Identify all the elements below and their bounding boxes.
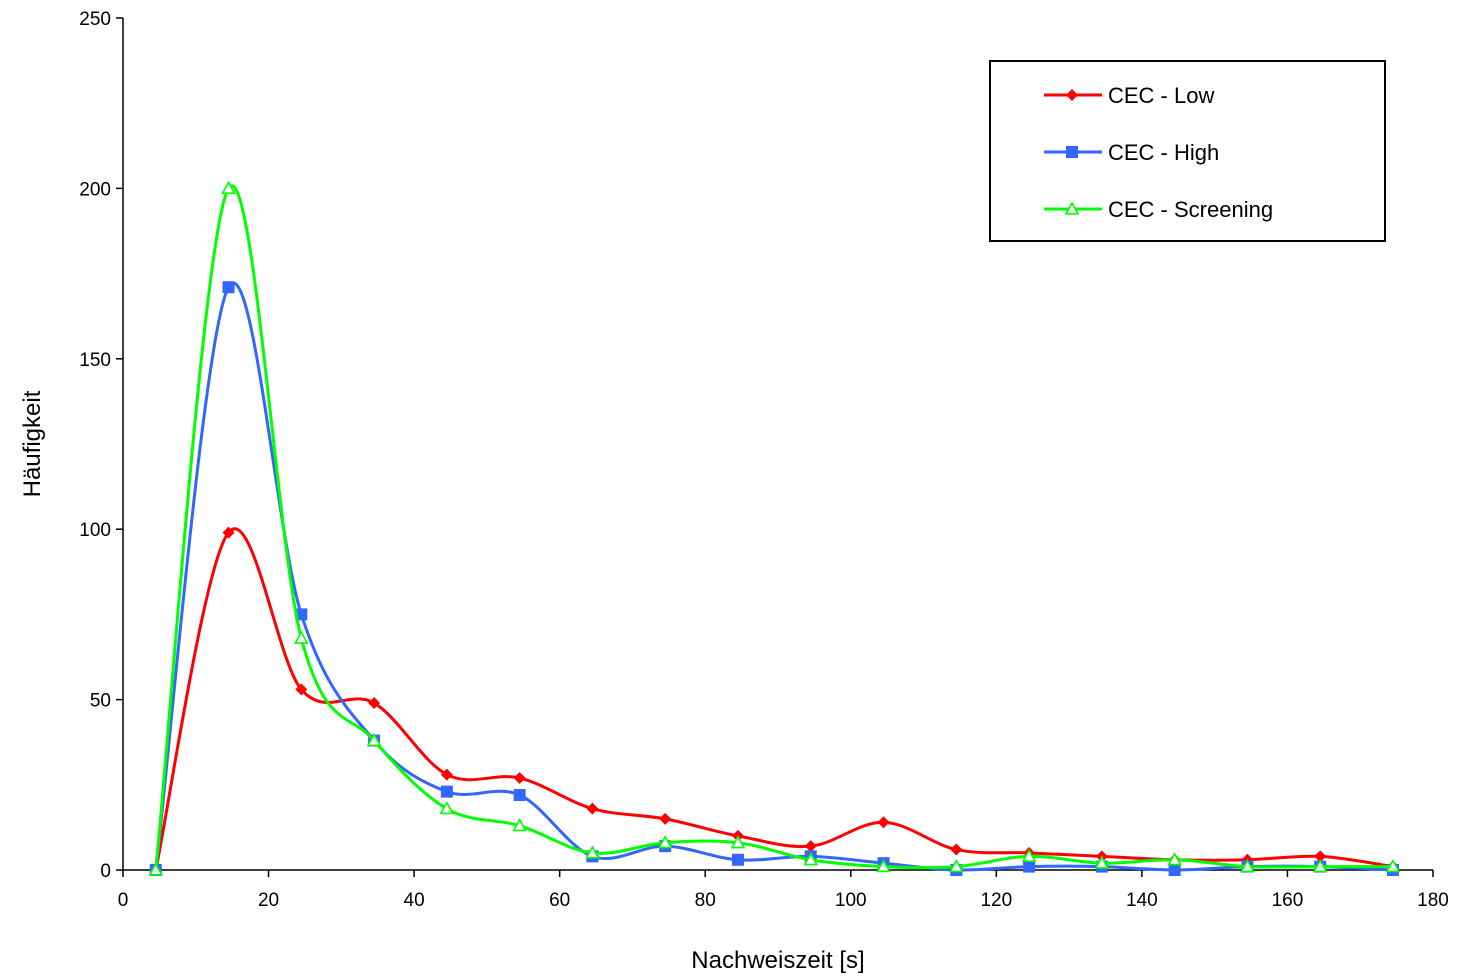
legend-label: CEC - Screening — [1108, 197, 1273, 222]
legend-marker — [1066, 89, 1078, 101]
legend-marker — [1066, 146, 1078, 158]
data-point — [295, 608, 308, 621]
data-point — [948, 858, 964, 873]
data-point — [876, 858, 891, 873]
data-point — [1312, 858, 1328, 873]
legend-item: CEC - Low — [1044, 83, 1214, 108]
series-2 — [148, 180, 1401, 876]
legend-item: CEC - Screening — [1044, 197, 1273, 222]
series-layer — [148, 180, 1401, 876]
y-tick-label: 250 — [79, 9, 111, 30]
data-point — [295, 683, 308, 696]
data-point — [368, 697, 381, 710]
data-point — [222, 281, 235, 294]
data-point — [1094, 855, 1110, 869]
legend-label: CEC - High — [1108, 140, 1219, 165]
x-tick-label: 100 — [835, 890, 867, 911]
y-tick-label: 50 — [90, 691, 111, 712]
legend-label: CEC - Low — [1108, 83, 1214, 108]
data-point — [1240, 858, 1255, 873]
series-line — [154, 184, 1393, 871]
y-tick-label: 200 — [79, 179, 111, 200]
data-point — [585, 845, 600, 859]
x-tick-label: 60 — [549, 890, 570, 911]
data-point — [512, 818, 527, 832]
series-0 — [149, 526, 1399, 876]
data-point — [730, 835, 746, 849]
legend: CEC - Low CEC - High CEC - Screening — [989, 60, 1386, 242]
data-point — [731, 853, 744, 866]
data-point — [513, 789, 526, 802]
axes: 0 50 100 150 200 250 0 20 40 60 80 100 120 140 160 180 — [79, 9, 1449, 911]
data-point — [222, 526, 235, 539]
x-tick-label: 120 — [980, 890, 1012, 911]
data-point — [803, 852, 819, 866]
data-point — [1023, 860, 1036, 873]
x-axis-title: Nachweiszeit [s] — [691, 947, 864, 974]
data-point — [293, 630, 309, 644]
x-tick-label: 140 — [1126, 890, 1158, 911]
legend-item: CEC - High — [1044, 140, 1219, 165]
legend-marker — [1064, 201, 1080, 215]
x-tick-label: 40 — [404, 890, 425, 911]
data-point — [1314, 850, 1327, 863]
data-point — [1167, 852, 1182, 866]
series-line — [154, 281, 1394, 872]
data-point — [1021, 848, 1037, 862]
y-axis-title: Häufigkeit — [19, 390, 46, 497]
series-1 — [149, 281, 1399, 876]
data-point — [586, 802, 599, 815]
data-point — [439, 801, 455, 815]
data-point — [366, 732, 382, 747]
y-tick-label: 150 — [79, 350, 111, 371]
data-point — [657, 835, 673, 849]
data-point — [1385, 858, 1401, 873]
data-point — [804, 840, 817, 853]
data-point — [440, 768, 453, 781]
data-point — [950, 843, 963, 856]
x-tick-label: 0 — [118, 890, 129, 911]
y-tick-label: 0 — [100, 861, 111, 882]
data-point — [659, 812, 672, 825]
x-tick-label: 20 — [258, 890, 279, 911]
data-point — [221, 180, 236, 194]
data-point — [148, 862, 164, 876]
data-point — [513, 771, 526, 784]
x-tick-label: 80 — [695, 890, 716, 911]
y-tick-label: 100 — [79, 520, 111, 541]
x-tick-label: 180 — [1417, 890, 1449, 911]
data-point — [877, 816, 890, 829]
data-point — [440, 785, 453, 798]
x-tick-label: 160 — [1272, 890, 1304, 911]
data-point — [1168, 864, 1181, 876]
